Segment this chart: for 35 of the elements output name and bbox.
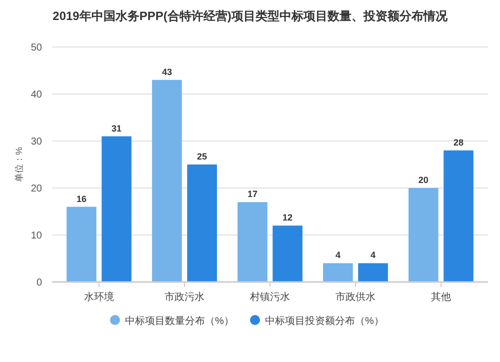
data-label: 4: [370, 250, 376, 260]
legend-label: 中标项目数量分布（%）: [125, 315, 234, 327]
bar: [66, 206, 96, 282]
data-label: 31: [112, 123, 122, 134]
data-label: 16: [76, 194, 86, 204]
y-axis-title: 单位：%: [14, 146, 24, 182]
bar: [358, 263, 388, 282]
y-tick-label: 50: [30, 42, 42, 54]
y-tick-label: 10: [30, 230, 42, 242]
bar: [187, 164, 217, 282]
x-tick-label: 水环境: [84, 291, 114, 303]
bar: [152, 80, 182, 282]
bar: [238, 202, 268, 282]
x-tick-label: 村镇污水: [249, 291, 290, 303]
data-label: 17: [247, 189, 258, 200]
x-tick-label: 市政污水: [164, 291, 205, 303]
y-tick-label: 30: [30, 136, 42, 148]
data-label: 25: [197, 152, 208, 162]
bar: [102, 136, 132, 282]
bar: [408, 188, 438, 282]
y-tick-label: 20: [30, 184, 42, 194]
bar: [323, 263, 353, 282]
data-label: 4: [335, 250, 340, 260]
x-tick-label: 其他: [430, 291, 451, 303]
data-label: 28: [454, 137, 464, 148]
data-label: 20: [418, 175, 428, 185]
bar: [272, 226, 302, 282]
data-label: 43: [162, 66, 172, 77]
legend-label: 中标项目投资额分布（%）: [265, 315, 384, 327]
data-label: 12: [282, 212, 293, 223]
chart-title: 2019年中国水务PPP(合特许经营)项目类型中标项目数量、投资额分布情况: [52, 9, 448, 23]
y-tick-label: 40: [30, 90, 42, 100]
y-tick-label: 0: [36, 278, 42, 288]
x-tick-label: 市政供水: [335, 291, 376, 303]
bar: [444, 150, 474, 282]
